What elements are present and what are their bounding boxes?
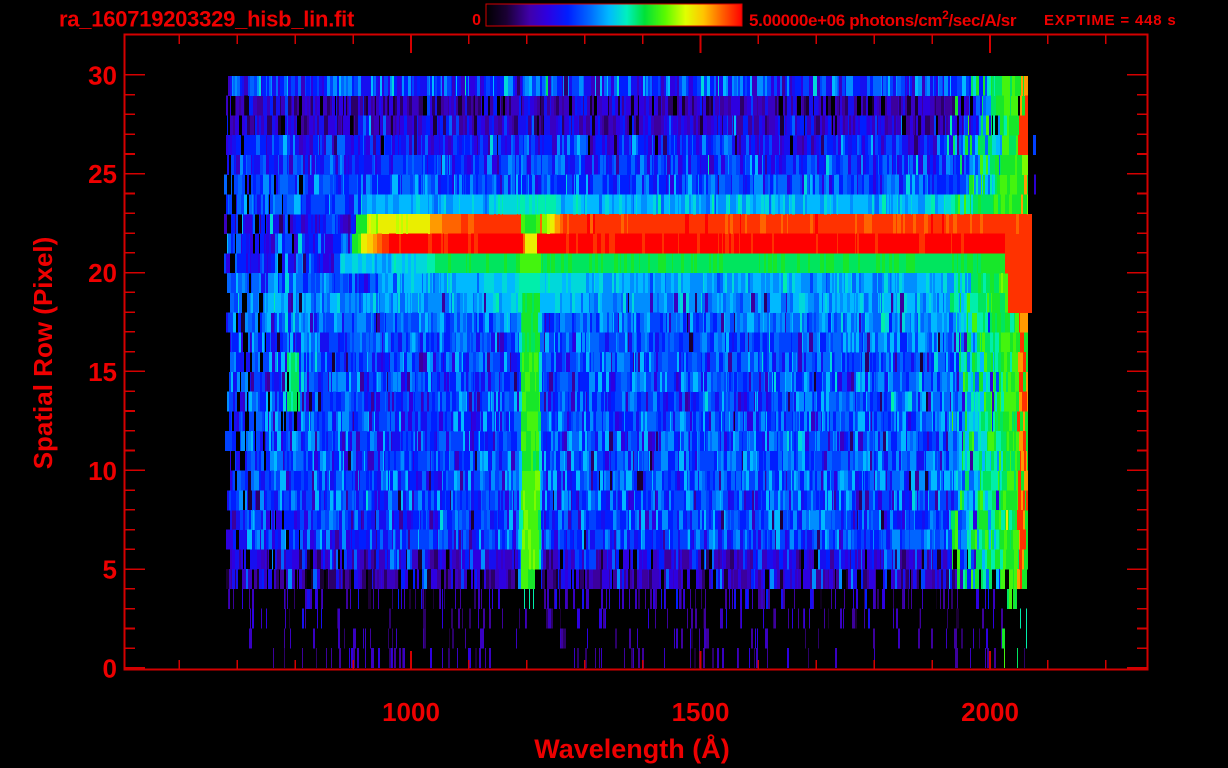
svg-text:5.00000e+06 photons/cm2/sec/A/: 5.00000e+06 photons/cm2/sec/A/sr <box>749 8 1017 30</box>
svg-text:0: 0 <box>472 12 481 29</box>
svg-text:20: 20 <box>88 258 117 288</box>
svg-text:1500: 1500 <box>672 697 730 727</box>
svg-text:0: 0 <box>103 654 117 684</box>
svg-text:EXPTIME = 448 s: EXPTIME = 448 s <box>1044 12 1176 29</box>
svg-text:5: 5 <box>103 555 117 585</box>
svg-text:Spatial Row (Pixel): Spatial Row (Pixel) <box>28 237 58 470</box>
svg-text:25: 25 <box>88 159 117 189</box>
svg-text:2000: 2000 <box>961 697 1019 727</box>
svg-text:ra_160719203329_hisb_lin.fit: ra_160719203329_hisb_lin.fit <box>59 7 355 32</box>
svg-text:15: 15 <box>88 357 117 387</box>
svg-text:30: 30 <box>88 60 117 90</box>
svg-text:10: 10 <box>88 456 117 486</box>
svg-text:1000: 1000 <box>382 697 440 727</box>
svg-text:Wavelength (Å): Wavelength (Å) <box>534 733 730 764</box>
